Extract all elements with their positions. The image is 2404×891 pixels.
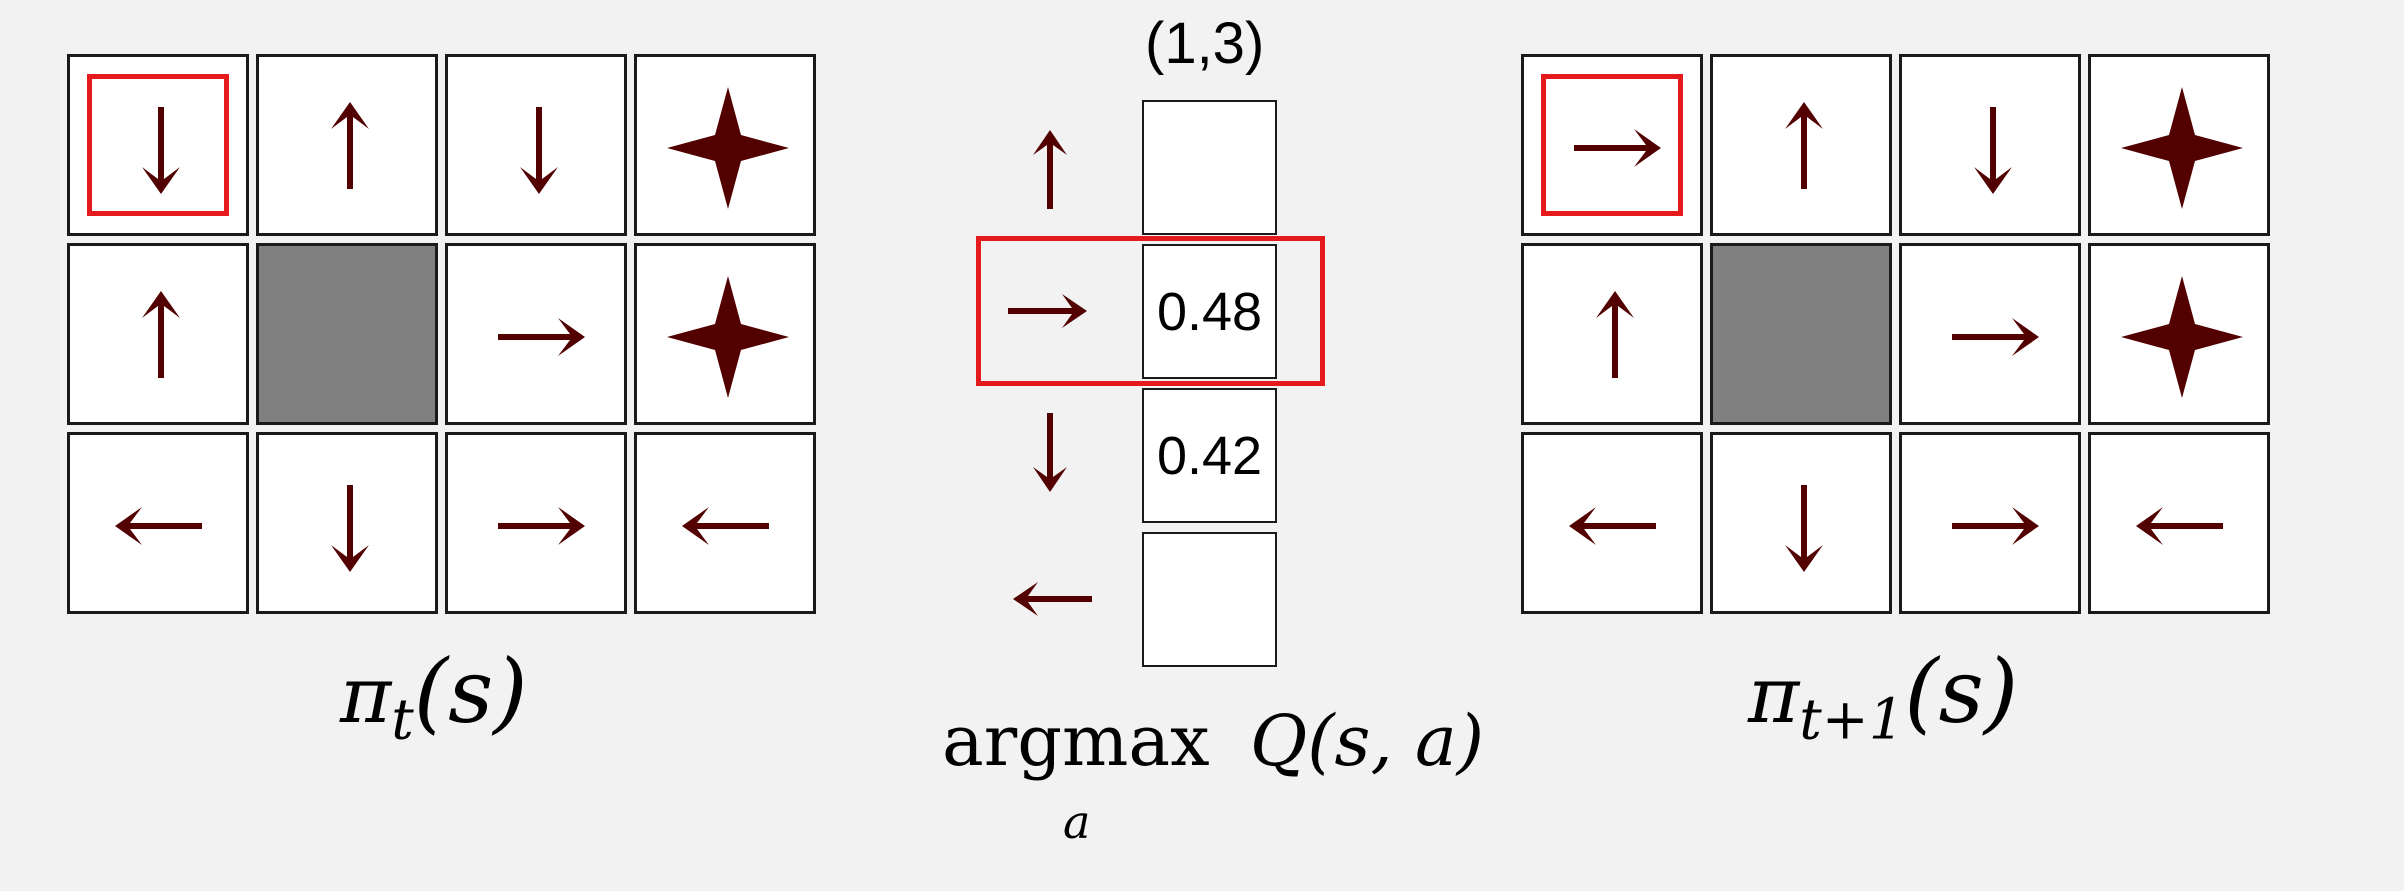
- arrow-left-icon: [1569, 507, 1656, 545]
- goal-star-icon: [2121, 87, 2243, 209]
- arrow-down-icon: [520, 107, 558, 194]
- arrow-left-icon: [115, 507, 202, 545]
- grid-cell: [2088, 54, 2270, 236]
- arrow-down-icon: [1033, 413, 1067, 492]
- arrow-left-icon: [1569, 507, 1656, 545]
- arrow-left-icon: [682, 507, 769, 545]
- arrow-right-icon: [498, 507, 585, 545]
- arrow-left-icon: [115, 507, 202, 545]
- grid-cell: [256, 54, 438, 236]
- arrow-down-icon: [1785, 485, 1823, 572]
- grid-cell: [67, 243, 249, 425]
- wall-cell: [256, 243, 438, 425]
- arrow-down-icon: [520, 107, 558, 194]
- arrow-right-icon: [1008, 294, 1087, 328]
- arrow-up-icon: [1033, 130, 1067, 209]
- arrow-right-icon: [1008, 294, 1087, 328]
- arrow-up-icon: [1785, 102, 1823, 189]
- goal-star-icon: [667, 87, 789, 209]
- grid-cell: [1899, 432, 2081, 614]
- arrow-down-icon: [331, 485, 369, 572]
- grid-cell: [1710, 432, 1892, 614]
- arrow-right-icon: [1574, 129, 1661, 167]
- argmax-subscript: a: [1063, 795, 1091, 849]
- grid-cell: [634, 432, 816, 614]
- pi-symbol: π: [1748, 651, 1800, 741]
- q-value-box: 0.48: [1142, 244, 1277, 379]
- arrow-right-icon: [498, 507, 585, 545]
- arrow-up-icon: [142, 291, 180, 378]
- arrow-up-icon: [1033, 130, 1067, 209]
- arrow-down-icon: [1974, 107, 2012, 194]
- grid-cell: [445, 243, 627, 425]
- arrow-down-icon: [1974, 107, 2012, 194]
- grid-cell: [1710, 54, 1892, 236]
- arrow-right-icon: [498, 318, 585, 356]
- arrow-right-icon: [1952, 507, 2039, 545]
- goal-star-icon: [667, 276, 789, 398]
- goal-star-icon: [667, 87, 789, 209]
- highlight-box: [1541, 74, 1683, 216]
- grid-cell: [445, 54, 627, 236]
- goal-star-icon: [2121, 276, 2243, 398]
- grid-cell: [445, 432, 627, 614]
- arrow-up-icon: [1596, 291, 1634, 378]
- q-function-text: Q(s, a): [1249, 700, 1485, 782]
- arrow-down-icon: [1033, 413, 1067, 492]
- arrow-down-icon: [1785, 485, 1823, 572]
- arrow-right-icon: [1952, 318, 2039, 356]
- goal-star-icon: [2121, 87, 2243, 209]
- pi-argument: (s): [1904, 640, 2019, 743]
- arrow-down-icon: [142, 107, 180, 194]
- grid-cell: [2088, 432, 2270, 614]
- highlight-box: [87, 74, 229, 216]
- grid-cell: [67, 432, 249, 614]
- grid-cell: [1521, 432, 1703, 614]
- goal-star-icon: [667, 276, 789, 398]
- arrow-up-icon: [331, 102, 369, 189]
- wall-cell: [1710, 243, 1892, 425]
- arrow-left-icon: [1013, 582, 1092, 616]
- grid-cell: [634, 243, 816, 425]
- grid-cell: [1521, 243, 1703, 425]
- arrow-left-icon: [2136, 507, 2223, 545]
- arrow-up-icon: [331, 102, 369, 189]
- pi-subscript: t: [391, 687, 414, 753]
- q-value-box: [1142, 100, 1277, 235]
- grid-cell: [67, 54, 249, 236]
- grid-cell: [1899, 54, 2081, 236]
- q-value-box: 0.42: [1142, 388, 1277, 523]
- policy-t1-label: πt+1(s): [1748, 640, 2018, 753]
- policy-grid-t: [67, 54, 816, 614]
- grid-cell: [1899, 243, 2081, 425]
- grid-cell: [2088, 243, 2270, 425]
- arrow-up-icon: [1596, 291, 1634, 378]
- pi-symbol: π: [340, 651, 392, 741]
- arrow-left-icon: [2136, 507, 2223, 545]
- arrow-left-icon: [682, 507, 769, 545]
- argmax-text: argmax: [942, 700, 1210, 782]
- arrow-down-icon: [142, 107, 180, 194]
- arrow-right-icon: [1574, 129, 1661, 167]
- grid-cell: [256, 432, 438, 614]
- pi-subscript: t+1: [1799, 687, 1905, 753]
- arrow-down-icon: [331, 485, 369, 572]
- policy-t-label: πt(s): [340, 640, 528, 753]
- state-label: (1,3): [1145, 11, 1265, 76]
- grid-cell: [1521, 54, 1703, 236]
- arrow-up-icon: [142, 291, 180, 378]
- argmax-q-label: argmax Q(s, a): [942, 700, 1484, 782]
- arrow-right-icon: [1952, 318, 2039, 356]
- policy-grid-t1: [1521, 54, 2270, 614]
- arrow-right-icon: [498, 318, 585, 356]
- arrow-left-icon: [1013, 582, 1092, 616]
- pi-argument: (s): [413, 640, 528, 743]
- goal-star-icon: [2121, 276, 2243, 398]
- arrow-right-icon: [1952, 507, 2039, 545]
- grid-cell: [634, 54, 816, 236]
- selected-action-highlight: [976, 236, 1325, 386]
- q-value-box: [1142, 532, 1277, 667]
- arrow-up-icon: [1785, 102, 1823, 189]
